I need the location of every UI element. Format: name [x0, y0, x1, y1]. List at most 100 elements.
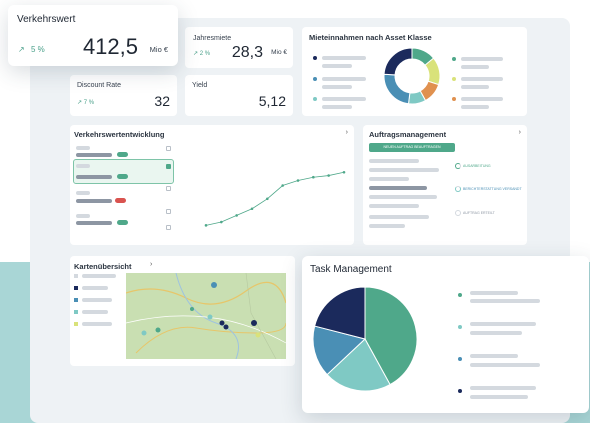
status-label: AUFTRAG ERTEILT	[463, 211, 495, 215]
map-background	[126, 273, 286, 359]
chevron-right-icon[interactable]: ›	[518, 129, 521, 136]
line-chart	[204, 170, 346, 227]
map-marker	[155, 327, 161, 333]
legend-placeholder	[470, 363, 540, 367]
legend-placeholder	[322, 97, 366, 101]
trend-up-arrow-icon: ↗	[18, 45, 25, 54]
checkbox-checked[interactable]	[166, 164, 171, 169]
kpi-card-verkehrswert[interactable]: Verkehrswert ↗ 5 % 412,5 Mio €	[8, 5, 178, 66]
kpi-change: ↗ 2 %	[193, 50, 210, 57]
legend-placeholder	[470, 395, 528, 399]
kpi-value: 32	[154, 93, 170, 109]
kpi-unit: Mio €	[149, 45, 168, 54]
map-marker	[219, 320, 225, 326]
list-placeholder	[76, 199, 112, 203]
map-marker	[141, 330, 147, 336]
new-order-button[interactable]: NEUEN AUFTRAG BEAUFTRAGEN	[369, 143, 455, 152]
legend-placeholder	[470, 354, 518, 358]
legend-dot	[458, 293, 462, 297]
status-label: AUSARBEITUNG	[463, 164, 491, 168]
list-placeholder	[76, 191, 90, 195]
map-marker	[255, 332, 261, 338]
auftragsmanagement-card[interactable]: Auftragsmanagement › NEUEN AUFTRAG BEAUF…	[363, 125, 527, 245]
series-line	[205, 171, 345, 226]
checkbox[interactable]	[166, 209, 171, 214]
checkbox[interactable]	[166, 146, 171, 151]
data-point	[220, 220, 223, 224]
checkbox[interactable]	[166, 225, 171, 230]
legend-dot	[452, 77, 456, 81]
legend-placeholder	[461, 97, 503, 101]
list-item-selected[interactable]	[73, 159, 174, 184]
chevron-right-icon[interactable]: ›	[150, 261, 153, 268]
legend-dot	[313, 97, 317, 101]
kpi-change-value: 2 %	[199, 51, 211, 57]
legend-placeholder	[461, 105, 489, 109]
kpi-title: Yield	[192, 82, 208, 89]
card-title: Task Management	[310, 264, 392, 275]
kpi-change-value: 7 %	[83, 100, 95, 106]
legend-swatch	[74, 286, 78, 290]
card-title: Kartenübersicht	[74, 262, 132, 271]
list-placeholder	[76, 146, 90, 150]
legend-dot	[313, 77, 317, 81]
legend-placeholder	[470, 291, 518, 295]
kpi-card-jahresmiete[interactable]: Jahresmiete ↗ 2 % 28,3 Mio €	[185, 27, 293, 68]
data-point	[342, 170, 346, 174]
legend-placeholder	[461, 77, 503, 81]
chevron-right-icon[interactable]: ›	[345, 129, 348, 136]
pie-slice-1	[326, 338, 391, 392]
legend-placeholder	[322, 85, 352, 89]
map-border	[245, 273, 277, 359]
status-pill	[115, 198, 126, 203]
card-title: Auftragsmanagement	[369, 130, 447, 139]
status-ring-icon	[455, 186, 461, 192]
kpi-card-discount-rate[interactable]: Discount Rate ↗ 7 % 32	[70, 75, 177, 116]
task-management-card[interactable]: Task Management	[302, 256, 589, 413]
map-marker	[211, 282, 217, 288]
legend-dot	[452, 57, 456, 61]
trend-up-arrow-icon: ↗	[193, 51, 199, 57]
legend-placeholder	[470, 299, 540, 303]
kartenuebersicht-card[interactable]: Kartenübersicht ›	[70, 256, 295, 366]
data-point	[235, 214, 238, 217]
kpi-card-yield[interactable]: Yield 5,12	[185, 75, 293, 116]
card-title: Verkehrswertentwicklung	[74, 130, 165, 139]
pie-slice-4	[383, 73, 411, 105]
data-point	[250, 207, 254, 211]
mieteinnahmen-card[interactable]: Mieteinnahmen nach Asset Klasse	[302, 27, 527, 116]
map-view[interactable]	[126, 273, 286, 359]
map-road	[135, 322, 286, 354]
legend-swatch	[74, 298, 78, 302]
legend-dot	[458, 325, 462, 329]
status-ring-icon	[455, 210, 461, 216]
legend-placeholder	[470, 331, 522, 335]
legend-placeholder	[82, 322, 112, 326]
list-placeholder	[369, 204, 419, 208]
legend-placeholder	[461, 57, 503, 61]
card-title: Mieteinnahmen nach Asset Klasse	[309, 33, 432, 42]
task-pie-chart	[312, 286, 418, 392]
legend-swatch	[74, 274, 78, 278]
pie-slice-2	[312, 325, 367, 376]
status-ring-icon	[455, 163, 461, 169]
legend-placeholder	[322, 64, 352, 68]
list-placeholder	[76, 175, 112, 179]
verkehrswertentwicklung-card[interactable]: Verkehrswertentwicklung ›	[70, 125, 354, 245]
checkbox[interactable]	[166, 186, 171, 191]
legend-dot	[313, 56, 317, 60]
kpi-title: Jahresmiete	[193, 35, 232, 42]
list-placeholder	[369, 177, 409, 181]
legend-dot	[458, 389, 462, 393]
status-pill	[117, 152, 128, 157]
kpi-change-value: 5 %	[30, 45, 45, 54]
list-placeholder	[369, 224, 405, 228]
pie-slice-0	[364, 286, 418, 386]
data-point	[296, 179, 300, 182]
status-pill	[117, 220, 128, 225]
legend-placeholder	[322, 77, 366, 81]
legend-swatch	[74, 322, 78, 326]
kpi-unit: Mio €	[271, 49, 287, 56]
kpi-value: 5,12	[258, 93, 286, 109]
map-road	[126, 315, 286, 344]
